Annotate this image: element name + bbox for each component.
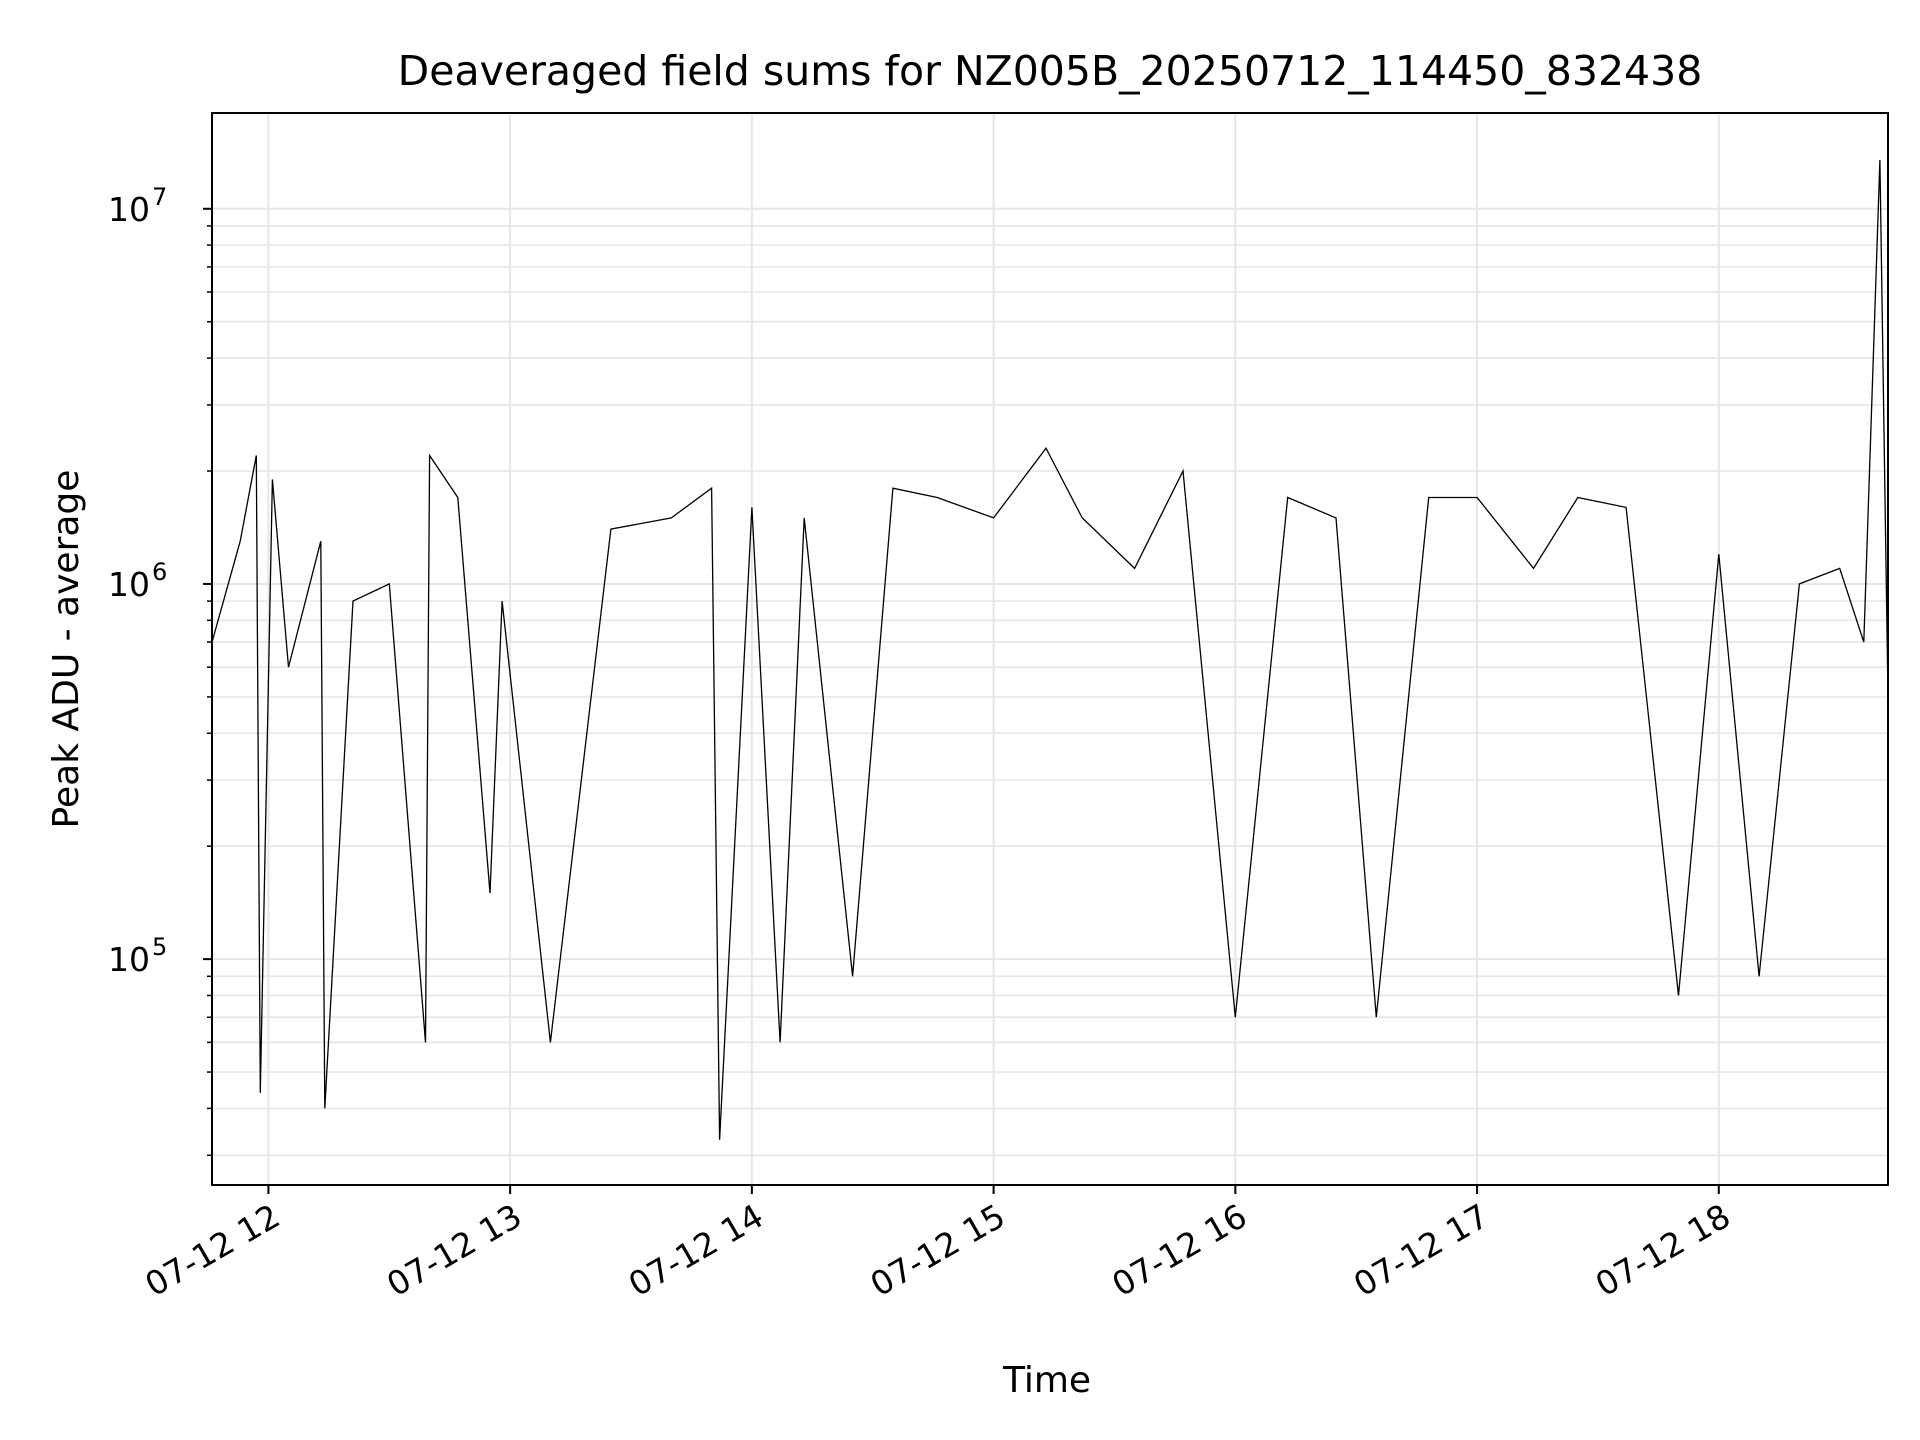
series-line (212, 159, 1888, 1140)
y-tick-exponent: 7 (152, 183, 167, 211)
plot-frame (211, 112, 1889, 1186)
y-tick-exponent: 6 (152, 558, 167, 586)
y-tick-exponent: 5 (152, 933, 167, 961)
y-tick-label: 10 (108, 565, 150, 604)
y-axis-label: Peak ADU - average (46, 470, 87, 829)
chart-title: Deaveraged field sums for NZ005B_2025071… (398, 47, 1703, 95)
x-axis-label: Time (1002, 1360, 1091, 1401)
y-tick-label: 10 (108, 940, 150, 979)
plot-area (212, 159, 1888, 1140)
y-tick-label: 10 (108, 190, 150, 229)
